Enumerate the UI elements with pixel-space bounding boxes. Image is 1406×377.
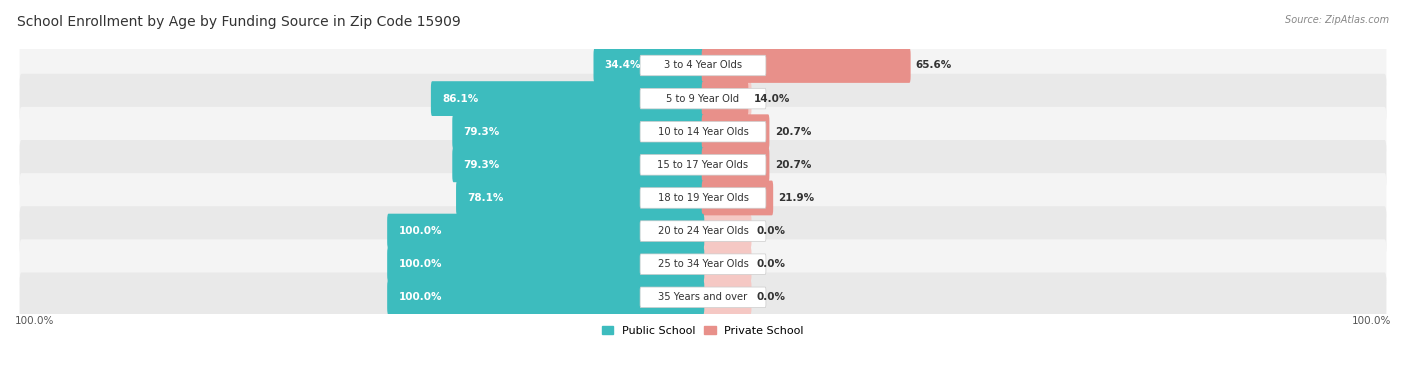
Text: 100.0%: 100.0% (398, 259, 441, 269)
FancyBboxPatch shape (702, 81, 748, 116)
Text: 5 to 9 Year Old: 5 to 9 Year Old (666, 93, 740, 104)
Text: 18 to 19 Year Olds: 18 to 19 Year Olds (658, 193, 748, 203)
FancyBboxPatch shape (387, 247, 704, 282)
Text: 20.7%: 20.7% (775, 160, 811, 170)
Text: Source: ZipAtlas.com: Source: ZipAtlas.com (1285, 15, 1389, 25)
FancyBboxPatch shape (453, 147, 704, 182)
FancyBboxPatch shape (640, 221, 766, 241)
FancyBboxPatch shape (702, 181, 751, 215)
Text: 14.0%: 14.0% (754, 93, 790, 104)
FancyBboxPatch shape (640, 254, 766, 274)
FancyBboxPatch shape (702, 147, 751, 182)
Text: 0.0%: 0.0% (756, 292, 786, 302)
FancyBboxPatch shape (20, 107, 1386, 156)
FancyBboxPatch shape (20, 273, 1386, 322)
FancyBboxPatch shape (702, 81, 751, 116)
FancyBboxPatch shape (20, 206, 1386, 256)
Text: 78.1%: 78.1% (467, 193, 503, 203)
Text: 20 to 24 Year Olds: 20 to 24 Year Olds (658, 226, 748, 236)
Text: 3 to 4 Year Olds: 3 to 4 Year Olds (664, 60, 742, 70)
Text: School Enrollment by Age by Funding Source in Zip Code 15909: School Enrollment by Age by Funding Sour… (17, 15, 461, 29)
FancyBboxPatch shape (702, 280, 751, 315)
FancyBboxPatch shape (640, 88, 766, 109)
FancyBboxPatch shape (640, 188, 766, 208)
Text: 79.3%: 79.3% (464, 160, 499, 170)
Text: 100.0%: 100.0% (1351, 316, 1391, 325)
FancyBboxPatch shape (640, 287, 766, 308)
Text: 20.7%: 20.7% (775, 127, 811, 137)
Text: 25 to 34 Year Olds: 25 to 34 Year Olds (658, 259, 748, 269)
Text: 34.4%: 34.4% (605, 60, 641, 70)
FancyBboxPatch shape (20, 173, 1386, 223)
Text: 0.0%: 0.0% (756, 226, 786, 236)
Text: 35 Years and over: 35 Years and over (658, 292, 748, 302)
FancyBboxPatch shape (20, 239, 1386, 289)
Text: 79.3%: 79.3% (464, 127, 499, 137)
FancyBboxPatch shape (593, 48, 704, 83)
FancyBboxPatch shape (702, 181, 773, 215)
Text: 86.1%: 86.1% (441, 93, 478, 104)
Text: 15 to 17 Year Olds: 15 to 17 Year Olds (658, 160, 748, 170)
Text: 10 to 14 Year Olds: 10 to 14 Year Olds (658, 127, 748, 137)
FancyBboxPatch shape (387, 214, 704, 248)
FancyBboxPatch shape (430, 81, 704, 116)
FancyBboxPatch shape (702, 247, 751, 282)
FancyBboxPatch shape (702, 114, 751, 149)
FancyBboxPatch shape (387, 280, 704, 315)
Legend: Public School, Private School: Public School, Private School (598, 321, 808, 340)
FancyBboxPatch shape (20, 140, 1386, 190)
FancyBboxPatch shape (702, 48, 751, 83)
FancyBboxPatch shape (702, 147, 769, 182)
FancyBboxPatch shape (702, 48, 911, 83)
FancyBboxPatch shape (702, 214, 751, 248)
Text: 21.9%: 21.9% (779, 193, 814, 203)
Text: 100.0%: 100.0% (398, 226, 441, 236)
Text: 65.6%: 65.6% (915, 60, 952, 70)
FancyBboxPatch shape (20, 41, 1386, 90)
FancyBboxPatch shape (20, 74, 1386, 123)
FancyBboxPatch shape (456, 181, 704, 215)
FancyBboxPatch shape (640, 155, 766, 175)
FancyBboxPatch shape (702, 114, 769, 149)
FancyBboxPatch shape (453, 114, 704, 149)
Text: 100.0%: 100.0% (398, 292, 441, 302)
FancyBboxPatch shape (640, 55, 766, 76)
Text: 0.0%: 0.0% (756, 259, 786, 269)
Text: 100.0%: 100.0% (15, 316, 55, 325)
FancyBboxPatch shape (640, 121, 766, 142)
